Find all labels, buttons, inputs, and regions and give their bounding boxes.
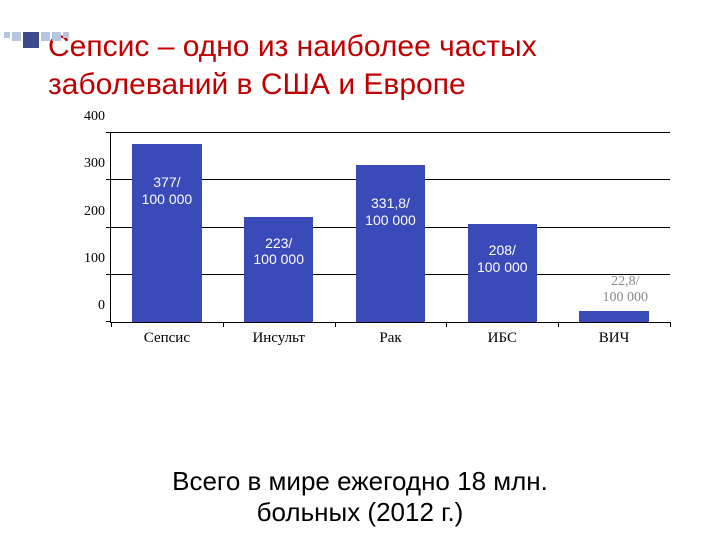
x-tick-mark	[335, 322, 336, 327]
x-tick-label: Сепсис	[144, 330, 190, 347]
x-tick-mark	[223, 322, 224, 327]
bar: 377/ 100 000	[132, 144, 201, 322]
decor-square	[63, 32, 69, 38]
y-tick-mark	[106, 227, 111, 228]
bar-value-label: 331,8/ 100 000	[356, 195, 425, 229]
plot-area: 0100200300400377/ 100 000Сепсис223/ 100 …	[110, 133, 670, 323]
y-tick-mark	[106, 179, 111, 180]
x-tick-mark	[446, 322, 447, 327]
bar-value-label: 208/ 100 000	[468, 242, 537, 276]
caption-line-1: Всего в мире ежегодно 18 млн.	[172, 466, 548, 496]
y-tick-label: 200	[67, 204, 105, 220]
bar: 208/ 100 000	[468, 224, 537, 322]
bar: 223/ 100 000	[244, 217, 313, 322]
caption: Всего в мире ежегодно 18 млн. больных (2…	[0, 466, 720, 528]
x-tick-mark	[670, 322, 671, 327]
decor-square	[52, 32, 61, 41]
decor-square	[23, 32, 39, 48]
x-tick-label: Инсульт	[252, 330, 304, 347]
corner-decoration	[0, 28, 69, 48]
bar-value-label: 377/ 100 000	[132, 174, 201, 208]
y-tick-label: 400	[67, 109, 105, 125]
x-tick-label: ВИЧ	[599, 330, 630, 347]
y-tick-mark	[106, 274, 111, 275]
x-tick-label: Рак	[379, 330, 401, 347]
grid-line	[111, 132, 670, 133]
y-tick-mark	[106, 132, 111, 133]
y-tick-label: 100	[67, 251, 105, 267]
decor-square	[12, 32, 21, 41]
decor-square	[41, 32, 50, 41]
bar: 331,8/ 100 000	[356, 165, 425, 322]
x-tick-mark	[558, 322, 559, 327]
bar	[579, 311, 648, 322]
x-tick-mark	[111, 322, 112, 327]
caption-line-2: больных (2012 г.)	[257, 497, 464, 527]
bar-chart: 0100200300400377/ 100 000Сепсис223/ 100 …	[60, 123, 680, 363]
bar-value-label: 22,8/ 100 000	[568, 274, 682, 308]
y-tick-label: 0	[67, 298, 105, 314]
slide-title: Сепсис – одно из наиболее частых заболев…	[48, 28, 680, 103]
y-tick-label: 300	[67, 156, 105, 172]
x-tick-label: ИБС	[488, 330, 517, 347]
decor-square	[4, 32, 10, 38]
bar-value-label: 223/ 100 000	[244, 235, 313, 269]
